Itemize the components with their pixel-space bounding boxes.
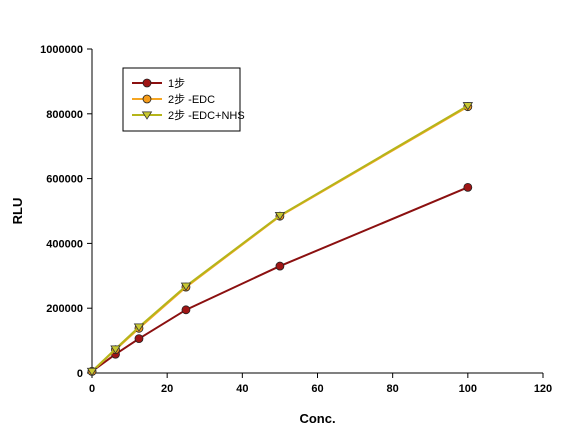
legend-marker — [142, 94, 152, 104]
legend-marker — [142, 78, 152, 88]
data-point — [275, 261, 285, 271]
y-tick-label: 400000 — [46, 238, 83, 250]
y-axis-title: RLU — [10, 198, 25, 225]
x-axis-title: Conc. — [299, 411, 335, 426]
x-tick-label: 40 — [236, 383, 248, 395]
series-line — [91, 105, 469, 373]
series-3 — [86, 102, 474, 377]
x-tick-label: 100 — [459, 383, 477, 395]
data-point — [181, 305, 191, 315]
legend-label: 1步 — [168, 77, 185, 90]
data-point — [110, 345, 121, 354]
data-point — [134, 334, 144, 344]
legend-entry: 2步 -EDC+NHS — [132, 109, 245, 122]
y-tick-label: 200000 — [46, 303, 83, 315]
series-layer — [86, 102, 474, 377]
series-line — [91, 104, 469, 373]
legend-label: 2步 -EDC — [168, 93, 215, 106]
x-tick-label: 80 — [387, 383, 399, 395]
data-point — [462, 102, 474, 111]
data-point — [86, 367, 98, 377]
series-line — [91, 186, 469, 373]
data-point — [274, 211, 286, 221]
x-tick-label: 120 — [534, 383, 552, 395]
data-point — [180, 282, 192, 291]
x-tick-label: 20 — [161, 383, 173, 395]
x-tick-label: 60 — [311, 383, 323, 395]
legend-marker — [141, 111, 153, 120]
legend: 1步 2步 -EDC 2步 -EDC+NHS — [122, 67, 245, 132]
x-axis-ticks: 0 20 40 60 80 100 120 — [89, 373, 552, 395]
data-point — [133, 323, 145, 332]
legend-entry: 2步 -EDC — [132, 93, 215, 106]
y-tick-label: 800000 — [46, 109, 83, 121]
data-point — [463, 182, 473, 192]
legend-label: 2步 -EDC+NHS — [168, 109, 245, 122]
y-tick-label: 1000000 — [40, 44, 83, 56]
y-axis-ticks: 0 200000 400000 600000 800000 1000000 — [40, 44, 92, 380]
legend-entry: 1步 — [132, 77, 185, 90]
y-tick-label: 600000 — [46, 174, 83, 186]
y-tick-label: 0 — [77, 368, 83, 380]
x-tick-label: 0 — [89, 383, 95, 395]
